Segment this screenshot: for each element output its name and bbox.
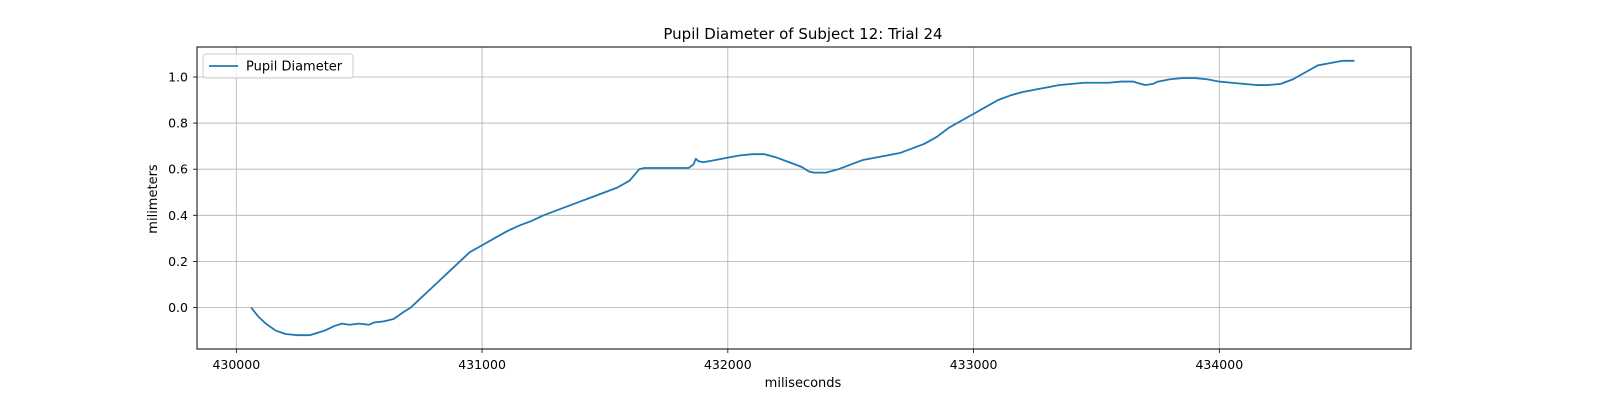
x-axis-label: miliseconds [765, 376, 842, 391]
legend-label: Pupil Diameter [246, 60, 343, 75]
chart-title: Pupil Diameter of Subject 12: Trial 24 [663, 25, 942, 43]
axis-ticks: 430000 431000 432000 433000 434000 0.0 0.2 0.4 0… [168, 69, 1243, 372]
x-tick-label: 433000 [950, 357, 998, 372]
legend-box [202, 53, 354, 79]
y-tick-label: 1.0 [168, 69, 188, 84]
plot-area-frame [196, 46, 1412, 350]
series-layer [250, 59, 1355, 337]
x-tick-label: 434000 [1195, 357, 1243, 372]
y-tick-label: 0.4 [168, 208, 188, 223]
y-tick-label: 0.8 [168, 116, 188, 131]
legend: Pupil Diameter [202, 53, 354, 79]
y-tick-label: 0.2 [168, 254, 188, 269]
y-tick-label: 0.6 [168, 162, 188, 177]
series-line-pupil-diameter [250, 59, 1355, 337]
y-axis-label: milimeters [146, 164, 161, 234]
x-tick-label: 431000 [458, 357, 506, 372]
grid-lines [197, 47, 1411, 349]
y-tick-label: 0.0 [168, 300, 188, 315]
x-tick-label: 432000 [704, 357, 752, 372]
x-tick-label: 430000 [212, 357, 260, 372]
